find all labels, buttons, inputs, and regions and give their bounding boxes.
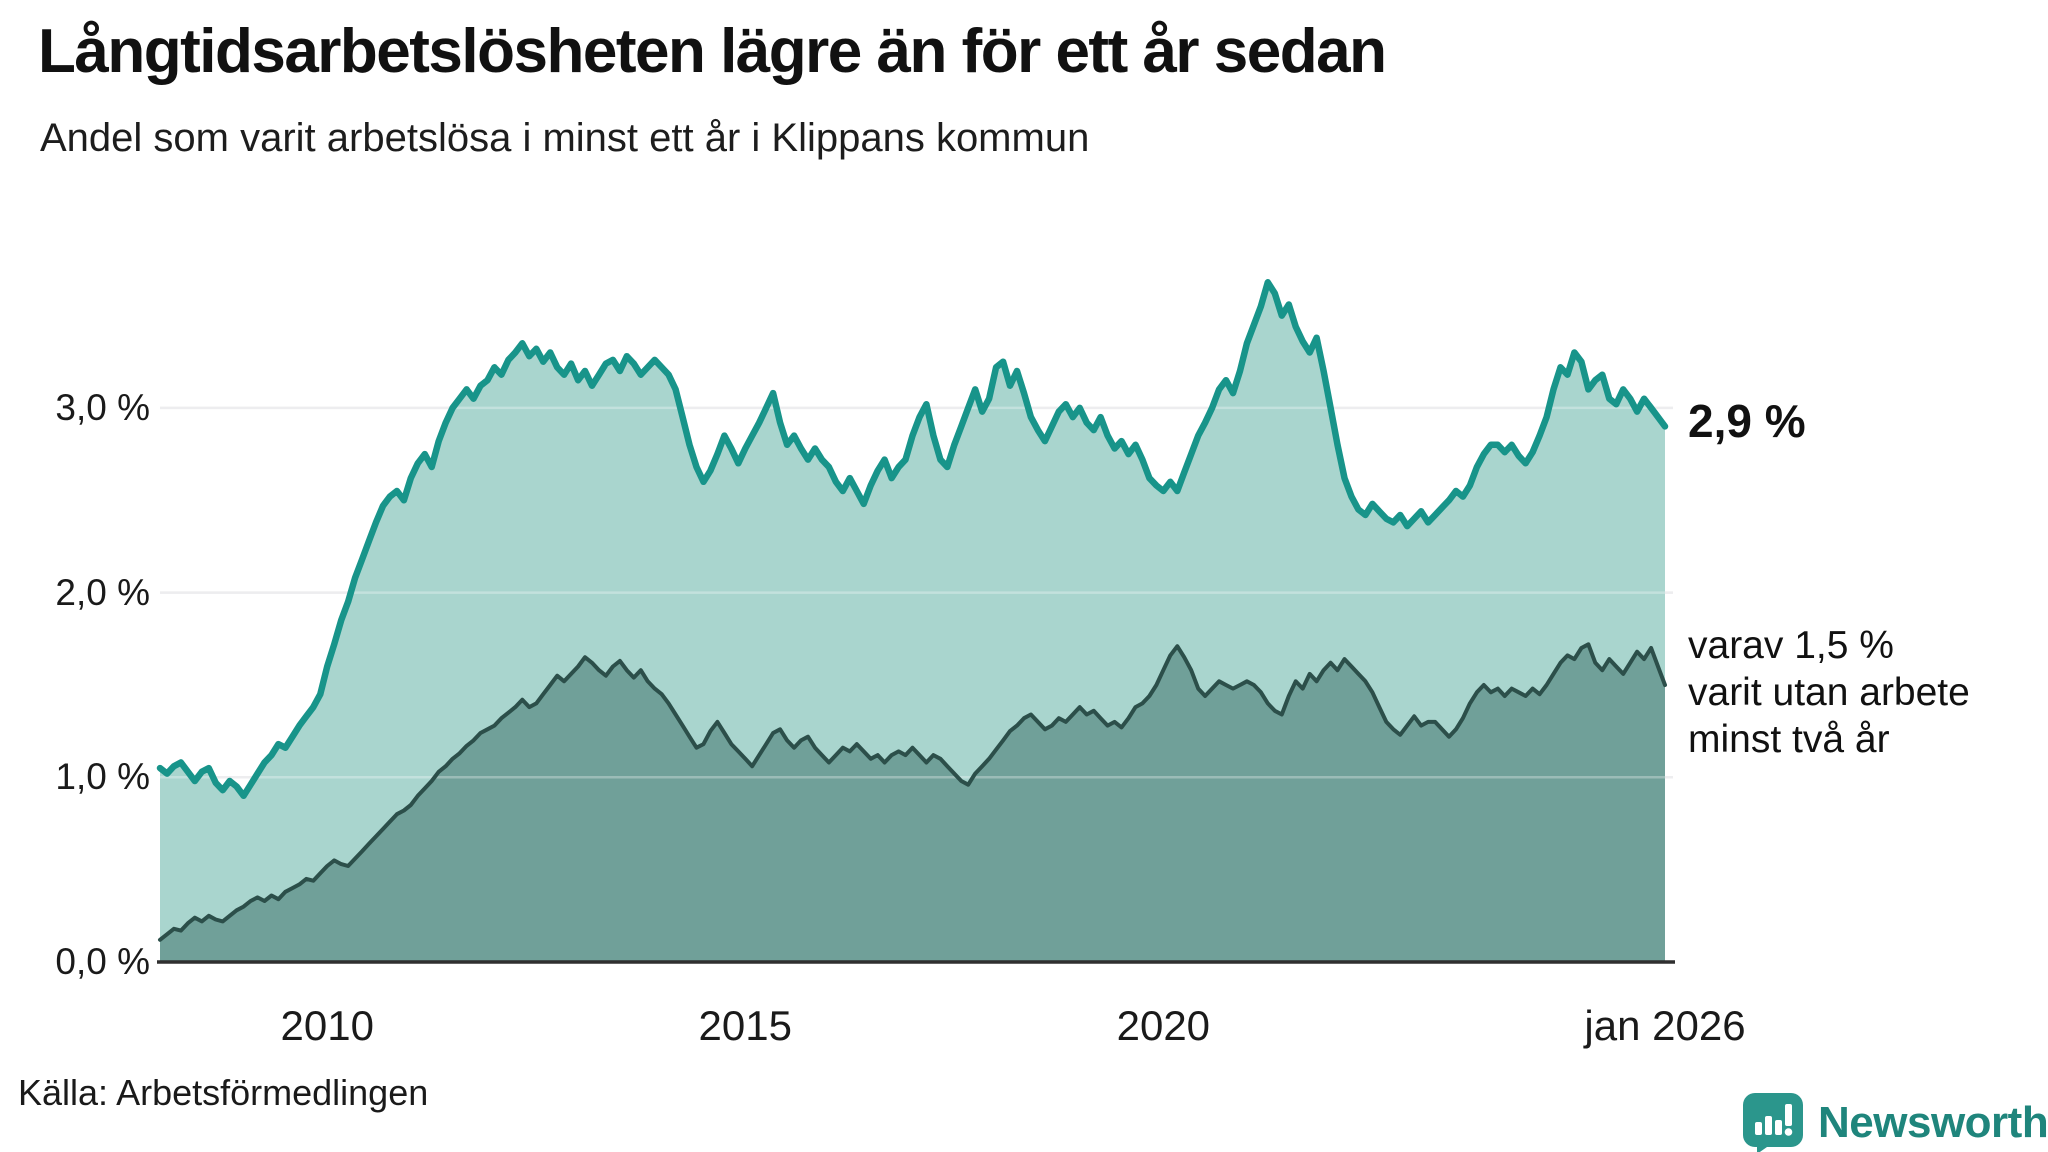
- bar-chart-glyph: [1755, 1104, 1793, 1136]
- x-tick-label: 2015: [698, 1002, 792, 1049]
- newsworthy-logo: Newsworthy: [1742, 1092, 2048, 1152]
- two-year-area-fill: [160, 644, 1665, 962]
- total-line: [156, 279, 1669, 800]
- x-tick-label: jan 2026: [1584, 1002, 1746, 1049]
- page-subtitle: Andel som varit arbetslösa i minst ett å…: [40, 116, 1090, 160]
- y-tick-label: 1,0 %: [55, 756, 150, 798]
- two-year-annotation: varav 1,5 % varit utan arbete minst två …: [1688, 622, 1970, 763]
- y-tick-label: 3,0 %: [55, 386, 150, 428]
- speech-bubble-shape: [1743, 1093, 1803, 1152]
- newsworthy-logo-icon: [1743, 1093, 1803, 1152]
- latest-value-annotation: 2,9 %: [1688, 395, 1806, 447]
- newsworthy-logo-text: Newsworthy: [1818, 1098, 2048, 1147]
- two-year-annotation-line2: varit utan arbete: [1688, 671, 1970, 714]
- two-year-line: [158, 642, 1667, 942]
- x-tick-label: 2010: [280, 1002, 374, 1049]
- two-year-annotation-line1: varav 1,5 %: [1688, 624, 1894, 667]
- two-year-annotation-line3: minst två år: [1688, 718, 1890, 761]
- x-tick-label: 2020: [1116, 1002, 1211, 1049]
- y-tick-label: 0,0 %: [55, 941, 150, 982]
- source-note: Källa: Arbetsförmedlingen: [18, 1072, 429, 1113]
- y-tick-label: 2,0 %: [55, 571, 150, 613]
- page-title: Långtidsarbetslösheten lägre än för ett …: [38, 17, 1387, 86]
